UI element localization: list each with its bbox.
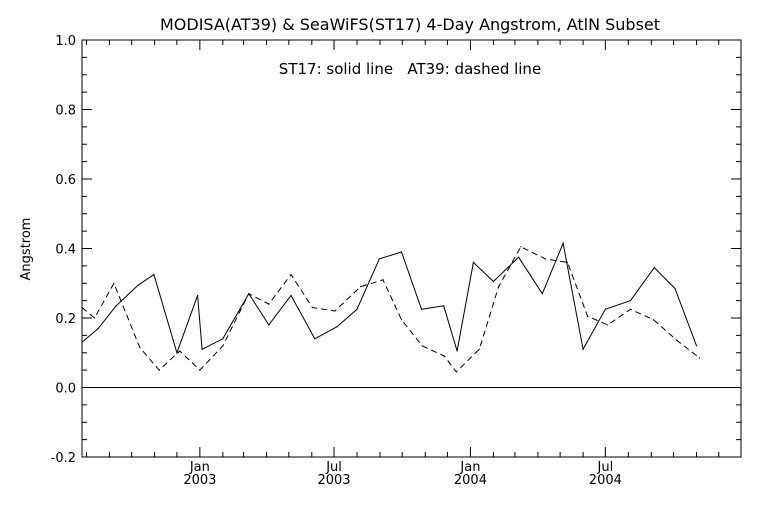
data-point-st17	[562, 242, 564, 244]
data-point-st17	[268, 324, 270, 326]
data-point-st17	[604, 308, 606, 310]
plot-frame	[81, 39, 742, 458]
y-tick-label: 0.8	[55, 104, 76, 119]
data-point-at39	[698, 357, 701, 359]
data-point-at39	[268, 303, 270, 305]
y-tick-label: 0.4	[55, 243, 76, 258]
data-point-st17	[115, 305, 117, 307]
x-tick-label-year: 2003	[317, 473, 350, 488]
data-point-at39	[652, 319, 655, 321]
data-point-at39	[199, 369, 201, 371]
data-point-at39	[382, 279, 384, 281]
data-point-at39	[334, 310, 336, 312]
data-point-at39	[179, 350, 181, 352]
data-point-st17	[314, 338, 316, 340]
data-point-st17	[629, 300, 632, 302]
data-point-at39	[455, 371, 457, 373]
y-tick-label: 0.2	[55, 312, 76, 327]
data-point-st17	[674, 287, 676, 290]
x-tick-label-year: 2004	[454, 473, 487, 488]
x-tick-label-month: Jul	[325, 460, 342, 475]
data-point-st17	[582, 348, 584, 350]
data-point-st17	[97, 327, 99, 330]
line-style-annotation: ST17: solid line AT39: dashed line	[279, 60, 541, 78]
data-point-st17	[472, 261, 474, 263]
data-point-st17	[356, 308, 358, 310]
data-point-at39	[520, 246, 522, 248]
series-line-st17	[81, 241, 697, 355]
data-point-st17	[197, 294, 199, 297]
y-tick-label: 0.0	[55, 382, 76, 397]
data-point-at39	[400, 319, 403, 321]
data-point-st17	[153, 273, 155, 276]
data-point-at39	[498, 286, 500, 288]
data-point-at39	[544, 258, 546, 260]
data-point-st17	[336, 326, 338, 328]
data-point-st17	[201, 348, 203, 350]
data-point-st17	[456, 350, 458, 352]
y-tick-label: 0.6	[55, 173, 76, 188]
data-point-st17	[518, 256, 520, 258]
data-point-st17	[653, 267, 655, 269]
data-point-at39	[139, 346, 141, 349]
x-tick-label-year: 2003	[183, 473, 216, 488]
chart-title: MODISA(AT39) & SeaWiFS(ST17) 4-Day Angst…	[160, 15, 660, 34]
y-tick-label: 1.0	[55, 34, 76, 49]
data-point-at39	[421, 345, 423, 347]
data-point-st17	[290, 294, 292, 297]
x-tick-label-month: Jul	[597, 460, 614, 475]
data-point-st17	[222, 338, 224, 340]
data-point-st17	[492, 280, 495, 283]
y-tick-label: -0.2	[51, 451, 76, 466]
data-point-at39	[222, 345, 224, 347]
data-point-at39	[676, 339, 678, 342]
data-point-at39	[290, 273, 292, 276]
data-point-at39	[629, 308, 632, 310]
data-point-at39	[606, 324, 609, 326]
data-point-at39	[586, 315, 589, 317]
data-point-st17	[695, 345, 698, 347]
data-point-at39	[158, 369, 160, 371]
data-point-st17	[420, 308, 423, 310]
data-point-at39	[443, 355, 446, 357]
data-point-at39	[113, 282, 115, 284]
y-axis-label: Angstrom	[19, 218, 34, 281]
series-line-at39	[81, 246, 700, 373]
x-tick-label-month: Jan	[189, 460, 210, 475]
data-point-st17	[176, 352, 178, 354]
data-point-st17	[541, 293, 543, 295]
data-point-at39	[478, 348, 480, 350]
data-point-at39	[566, 261, 569, 263]
data-point-st17	[400, 251, 403, 253]
data-point-at39	[360, 286, 362, 288]
data-point-st17	[443, 305, 445, 307]
data-point-st17	[378, 258, 380, 260]
x-tick-label-year: 2004	[589, 473, 622, 488]
x-tick-label-month: Jan	[459, 460, 480, 475]
data-point-at39	[311, 306, 314, 309]
data-point-at39	[248, 293, 250, 295]
data-point-st17	[137, 284, 139, 286]
data-point-at39	[94, 317, 96, 319]
